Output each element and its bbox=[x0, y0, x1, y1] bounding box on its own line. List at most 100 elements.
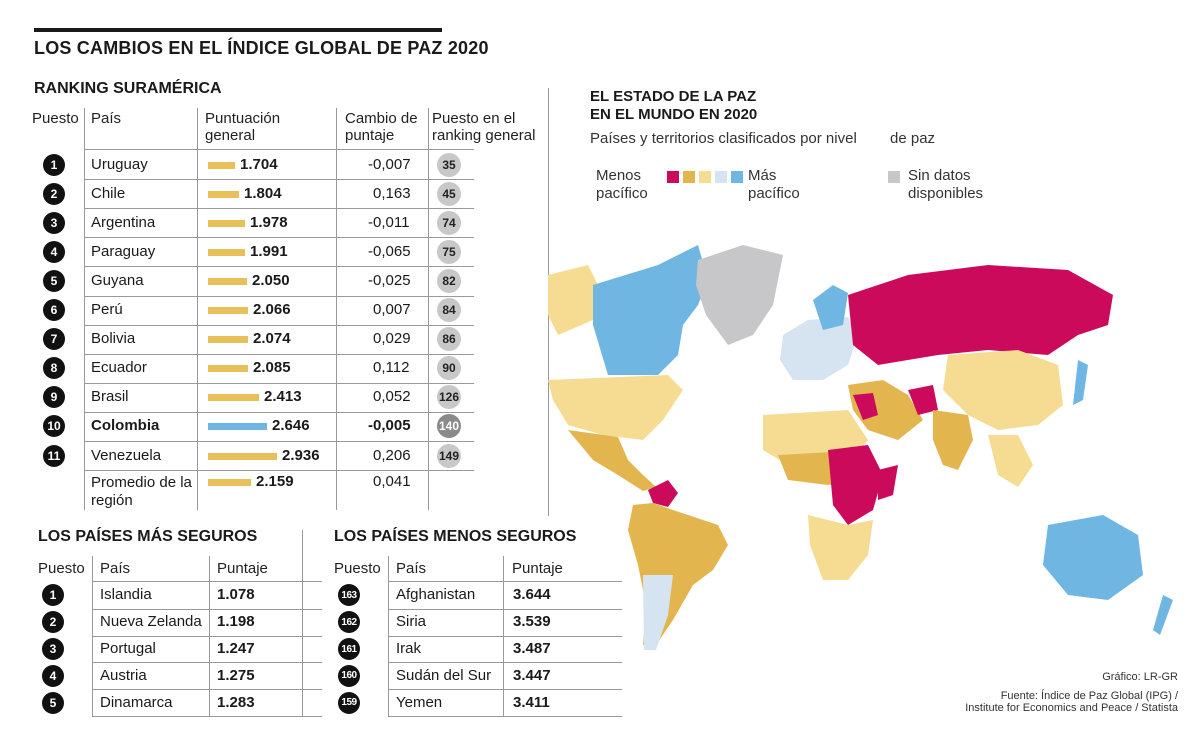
row-rule bbox=[388, 716, 622, 717]
rank-badge: 7 bbox=[43, 328, 65, 351]
legend-swatch bbox=[731, 171, 743, 183]
rank-badge: 5 bbox=[42, 691, 64, 714]
score-value: 1.704 bbox=[240, 155, 278, 173]
page-title: LOS CAMBIOS EN EL ÍNDICE GLOBAL DE PAZ 2… bbox=[34, 38, 489, 58]
header-ranking: Puesto en el ranking general bbox=[432, 110, 536, 144]
rank-badge: 1 bbox=[42, 584, 64, 607]
score-bar bbox=[208, 365, 248, 373]
safest-header-puesto: Puesto bbox=[38, 560, 85, 577]
score-value: 1.078 bbox=[217, 586, 255, 604]
legend-menos: Menos pacífico bbox=[596, 167, 648, 203]
map-region-india bbox=[933, 410, 973, 470]
row-rule bbox=[388, 689, 622, 690]
legend-swatch bbox=[683, 171, 695, 183]
map-subtitle-a: Países y territorios clasificados por ni… bbox=[590, 130, 857, 147]
legend-swatch bbox=[667, 171, 679, 183]
least-safe-header-pais: País bbox=[396, 560, 427, 577]
title-rule bbox=[34, 28, 442, 32]
change-value: 0,206 bbox=[373, 446, 411, 464]
map-subtitle-b: de paz bbox=[890, 130, 936, 147]
rank-badge: 4 bbox=[42, 664, 64, 687]
country-name: Guyana bbox=[91, 271, 144, 289]
rank-badge: 161 bbox=[338, 638, 360, 660]
global-rank-badge: 82 bbox=[437, 268, 461, 293]
rank-badge: 163 bbox=[338, 584, 360, 607]
legend-mas: Más pacífico bbox=[748, 167, 800, 203]
score-value: 2.066 bbox=[253, 301, 291, 319]
source: Fuente: Índice de Paz Global (IPG) / Ins… bbox=[965, 690, 1178, 714]
score-value: 3.411 bbox=[513, 693, 550, 711]
col-divider bbox=[84, 108, 85, 510]
map-region-syria-iraq bbox=[853, 393, 878, 420]
row-rule bbox=[92, 609, 322, 610]
score-bar bbox=[208, 277, 247, 285]
change-value: -0,007 bbox=[368, 155, 411, 173]
legend-swatches bbox=[667, 171, 743, 183]
global-rank-badge: 75 bbox=[437, 239, 461, 264]
average-change: 0,041 bbox=[373, 473, 411, 491]
country-name: Nueva Zelanda bbox=[100, 613, 202, 631]
score-value: 3.644 bbox=[513, 586, 551, 604]
change-value: -0,011 bbox=[368, 213, 410, 231]
map-region-australia bbox=[1043, 515, 1143, 600]
row-rule bbox=[92, 662, 322, 663]
col-divider bbox=[197, 108, 198, 510]
score-value: 2.074 bbox=[253, 330, 291, 348]
country-name: Argentina bbox=[91, 213, 156, 231]
row-rule bbox=[388, 609, 622, 610]
legend-nodata: Sin datos disponibles bbox=[908, 167, 983, 203]
rank-badge: 4 bbox=[43, 240, 65, 263]
map-region-venezuela bbox=[648, 480, 678, 507]
ranking-title: RANKING SURAMÉRICA bbox=[34, 80, 222, 97]
score-bar bbox=[208, 161, 235, 169]
score-bar bbox=[208, 307, 248, 315]
safest-title: LOS PAÍSES MÁS SEGUROS bbox=[38, 528, 258, 545]
map-region-japan bbox=[1073, 360, 1088, 405]
score-value: 2.936 bbox=[282, 446, 320, 464]
score-bar bbox=[208, 336, 248, 344]
rank-badge: 162 bbox=[338, 611, 360, 634]
rank-badge: 2 bbox=[42, 611, 64, 634]
change-value: 0,052 bbox=[373, 388, 411, 406]
score-bar bbox=[208, 248, 245, 256]
source-line1: Fuente: Índice de Paz Global (IPG) / bbox=[1000, 690, 1178, 702]
country-name: Brasil bbox=[91, 388, 129, 406]
header-pais: País bbox=[91, 110, 122, 127]
rank-badge: 160 bbox=[338, 664, 360, 687]
global-rank-badge: 149 bbox=[437, 443, 461, 468]
global-rank-badge: 84 bbox=[437, 298, 461, 323]
score-value: 3.447 bbox=[513, 666, 551, 684]
map-region-se-asia bbox=[988, 435, 1033, 487]
global-rank-badge: 90 bbox=[437, 356, 461, 381]
row-rule bbox=[84, 266, 474, 267]
least-safe-title: LOS PAÍSES MENOS SEGUROS bbox=[334, 528, 577, 545]
score-value: 1.283 bbox=[217, 693, 255, 711]
global-rank-badge: 35 bbox=[437, 152, 461, 177]
map-region-horn-africa bbox=[878, 465, 898, 500]
change-value: 0,007 bbox=[373, 301, 411, 319]
row-rule bbox=[92, 716, 322, 717]
rank-badge: 3 bbox=[43, 211, 65, 234]
source-line2: Institute for Economics and Peace / Stat… bbox=[965, 702, 1178, 714]
map-region-central-africa bbox=[828, 445, 883, 525]
rank-badge: 9 bbox=[43, 386, 65, 409]
global-rank-badge: 126 bbox=[437, 385, 461, 410]
map-title-line2: EN EL MUNDO EN 2020 bbox=[590, 106, 758, 123]
score-bar bbox=[208, 423, 267, 431]
row-rule bbox=[84, 354, 474, 355]
map-region-mexico bbox=[568, 430, 656, 491]
country-name: Venezuela bbox=[91, 446, 162, 464]
country-name: Irak bbox=[396, 640, 422, 657]
change-value: -0,025 bbox=[368, 271, 411, 289]
least-safe-header-puesto: Puesto bbox=[334, 560, 381, 577]
change-value: -0,005 bbox=[368, 417, 411, 435]
row-rule bbox=[84, 325, 474, 326]
legend-menos-2: pacífico bbox=[596, 185, 648, 202]
rank-badge: 8 bbox=[43, 357, 65, 380]
map-region-south-america bbox=[628, 503, 728, 645]
row-rule bbox=[92, 581, 322, 582]
score-value: 1.247 bbox=[217, 640, 255, 657]
row-rule bbox=[84, 179, 474, 180]
score-value: 1.804 bbox=[244, 184, 282, 202]
map-region-china bbox=[943, 350, 1063, 430]
